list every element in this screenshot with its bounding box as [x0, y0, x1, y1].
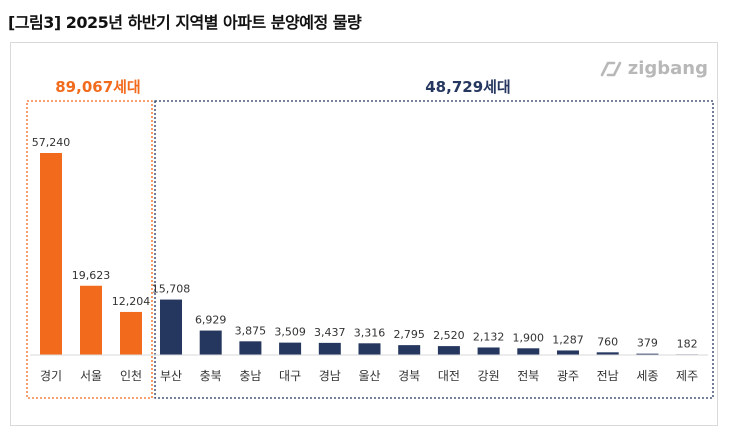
- bar-경북: [398, 345, 421, 355]
- bar-충북: [199, 330, 222, 355]
- figure-title: [그림3] 2025년 하반기 지역별 아파트 분양예정 물량: [8, 13, 362, 32]
- zigbang-logo: zigbang: [598, 58, 708, 79]
- tick-label-경기: 경기: [40, 369, 62, 383]
- tick-label-충북: 충북: [200, 369, 222, 383]
- value-label-세종: 379: [637, 337, 658, 350]
- bar-대전: [437, 346, 460, 355]
- tick-label-경북: 경북: [398, 369, 420, 383]
- logo-text: zigbang: [627, 58, 708, 79]
- tick-label-부산: 부산: [160, 369, 182, 383]
- value-label-경북: 2,795: [393, 328, 425, 341]
- tick-label-세종: 세종: [636, 369, 658, 383]
- tick-label-충남: 충남: [239, 369, 261, 383]
- group-total-label-capital: 89,067세대: [55, 78, 140, 96]
- bar-경남: [318, 342, 341, 355]
- value-label-경남: 3,437: [314, 326, 346, 339]
- group-box-capital: [26, 100, 153, 399]
- bar-전남: [596, 352, 619, 355]
- tick-label-광주: 광주: [557, 369, 579, 383]
- value-label-전북: 1,900: [513, 331, 545, 344]
- tick-label-인천: 인천: [120, 368, 142, 383]
- group-box-regional: [154, 100, 714, 399]
- bar-전북: [517, 348, 540, 355]
- value-label-부산: 15,708: [152, 283, 191, 296]
- tick-label-대전: 대전: [438, 369, 460, 383]
- tick-label-제주: 제주: [676, 369, 698, 383]
- value-label-인천: 12,204: [112, 295, 151, 308]
- tick-label-서울: 서울: [80, 369, 102, 383]
- bar-세종: [636, 353, 659, 355]
- bar-서울: [80, 285, 102, 355]
- bar-강원: [477, 347, 500, 355]
- tick-label-전남: 전남: [597, 369, 619, 383]
- value-label-대전: 2,520: [433, 329, 465, 342]
- bar-인천: [120, 311, 142, 355]
- tick-label-강원: 강원: [478, 369, 500, 383]
- bar-경기: [40, 153, 62, 355]
- value-label-제주: 182: [677, 337, 698, 350]
- value-label-울산: 3,316: [354, 326, 386, 339]
- chart-panel: [10, 42, 718, 426]
- tick-label-대구: 대구: [279, 369, 301, 383]
- zigbang-logo-icon: [600, 61, 622, 76]
- value-label-충남: 3,875: [235, 324, 267, 337]
- value-label-광주: 1,287: [552, 333, 584, 346]
- bar-부산: [160, 299, 182, 355]
- bar-충남: [239, 341, 262, 355]
- tick-label-경남: 경남: [319, 369, 341, 383]
- bar-울산: [358, 343, 381, 355]
- value-label-경기: 57,240: [32, 136, 71, 149]
- value-label-전남: 760: [597, 335, 618, 348]
- group-total-label-regional: 48,729세대: [425, 78, 510, 96]
- value-label-충북: 6,929: [195, 314, 227, 327]
- value-label-대구: 3,509: [274, 326, 306, 339]
- value-label-서울: 19,623: [72, 269, 111, 282]
- bar-광주: [557, 350, 579, 355]
- tick-label-울산: 울산: [358, 369, 380, 383]
- value-label-강원: 2,132: [473, 330, 505, 343]
- tick-label-전북: 전북: [517, 369, 539, 383]
- bar-대구: [279, 342, 302, 355]
